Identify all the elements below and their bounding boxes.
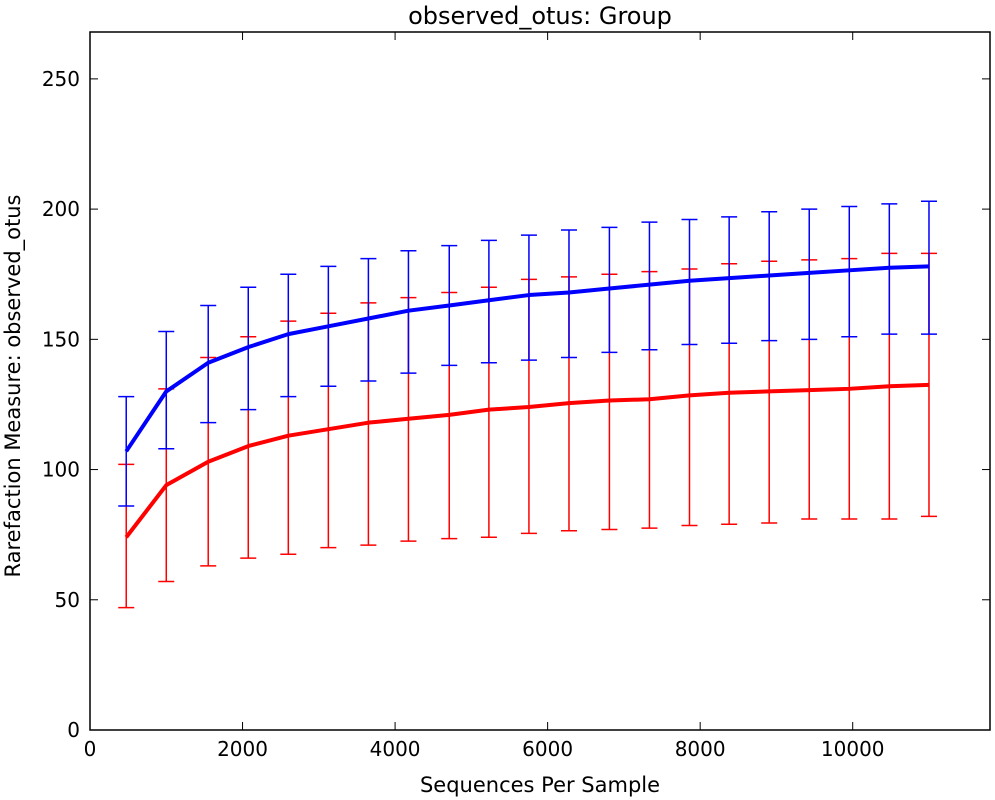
x-tick-label: 2000 <box>217 737 268 761</box>
x-tick-label: 8000 <box>675 737 726 761</box>
y-axis-label: Rarefaction Measure: observed_otus <box>1 195 26 578</box>
plot-area <box>118 200 937 609</box>
x-tick-label: 4000 <box>370 737 421 761</box>
y-tick-label: 0 <box>67 718 80 742</box>
x-axis-label: Sequences Per Sample <box>420 773 660 797</box>
y-tick-label: 200 <box>42 197 80 221</box>
y-tick-label: 50 <box>55 588 80 612</box>
y-tick-label: 100 <box>42 458 80 482</box>
plot-frame <box>89 31 991 731</box>
x-tick-label: 10000 <box>821 737 885 761</box>
x-axis: 0 2000 4000 6000 8000 10000 <box>84 32 885 761</box>
x-tick-label: 0 <box>84 737 97 761</box>
y-tick-label: 250 <box>42 67 80 91</box>
series-group-0 <box>118 200 937 507</box>
chart-title: observed_otus: Group <box>408 2 672 30</box>
y-axis: 0 50 100 150 200 250 <box>42 67 990 742</box>
y-tick-label: 150 <box>42 327 80 351</box>
series-group-1 <box>118 252 937 609</box>
x-tick-label: 6000 <box>522 737 573 761</box>
